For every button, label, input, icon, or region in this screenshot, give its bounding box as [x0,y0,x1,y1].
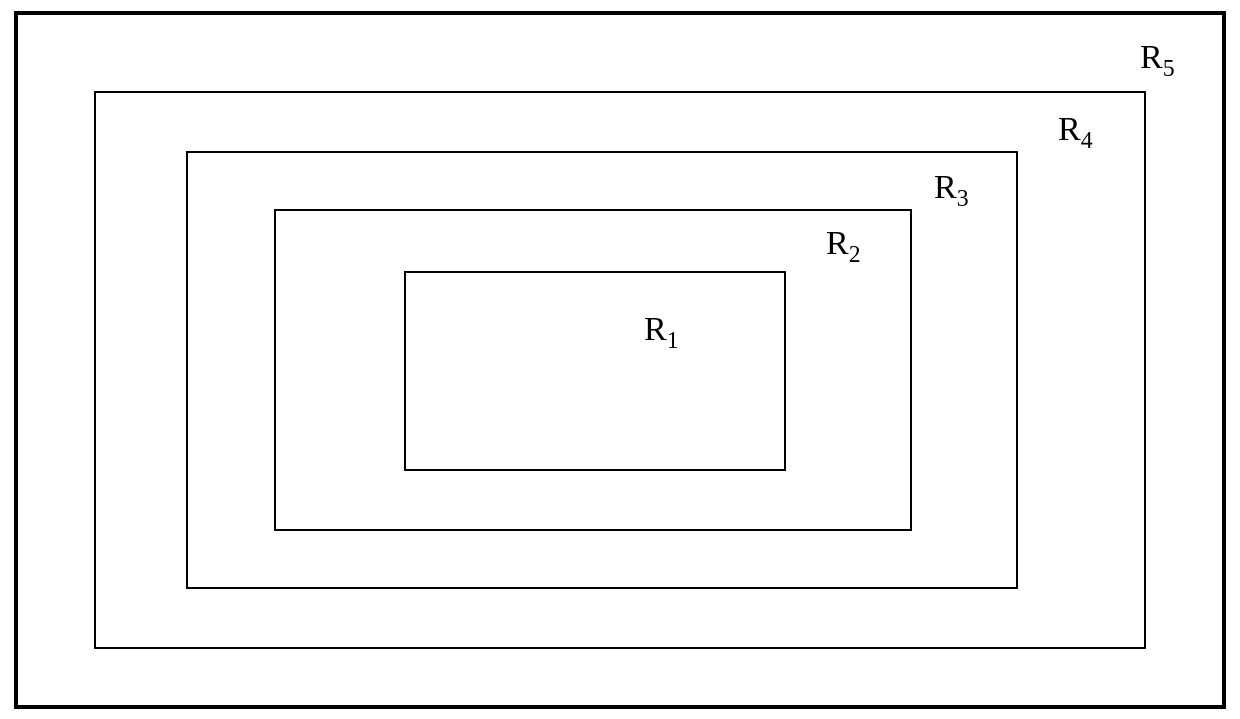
label-sub-r2: 2 [849,241,861,267]
label-r3: R3 [934,169,969,213]
label-base-r4: R [1058,111,1081,148]
label-sub-r1: 1 [667,327,679,353]
label-base-r5: R [1140,39,1163,76]
label-r4: R4 [1058,111,1093,155]
label-sub-r3: 3 [957,185,969,211]
label-r1: R1 [644,311,679,355]
rect-r1 [404,271,786,471]
nested-rectangles-diagram: R5R4R3R2R1 [14,11,1226,709]
label-r2: R2 [826,225,861,269]
label-base-r3: R [934,169,957,206]
label-sub-r4: 4 [1081,127,1093,153]
label-r5: R5 [1140,39,1175,83]
label-sub-r5: 5 [1163,55,1175,81]
label-base-r2: R [826,225,849,262]
label-base-r1: R [644,311,667,348]
